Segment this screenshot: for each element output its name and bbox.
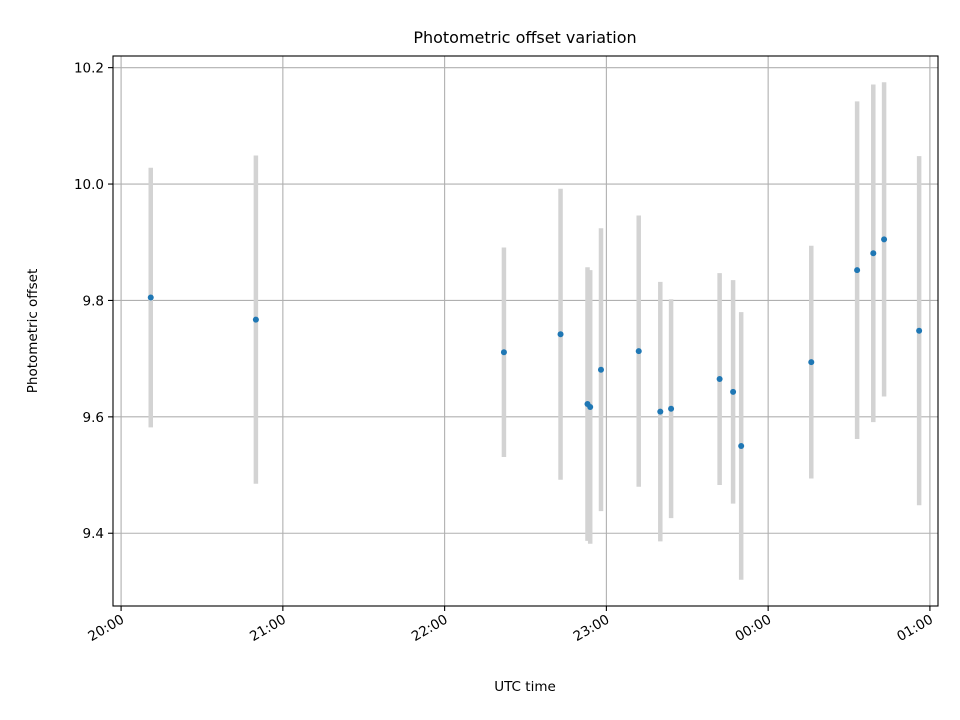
chart-title: Photometric offset variation xyxy=(413,28,636,47)
data-point xyxy=(147,294,154,301)
plot-frame xyxy=(112,55,939,607)
data-point xyxy=(657,408,664,415)
data-point xyxy=(635,348,642,355)
y-tick-label: 10.0 xyxy=(74,177,104,193)
data-point xyxy=(557,331,564,338)
y-tick-label: 10.2 xyxy=(74,61,104,77)
data-point xyxy=(597,366,604,373)
data-point xyxy=(730,388,737,395)
data-point xyxy=(881,236,888,243)
data-points xyxy=(147,236,923,449)
y-tick-label: 9.8 xyxy=(83,293,104,309)
data-point xyxy=(252,316,259,323)
data-point xyxy=(854,267,861,274)
data-point xyxy=(500,349,507,356)
y-axis-label: Photometric offset xyxy=(25,269,41,393)
data-point xyxy=(870,250,877,257)
data-point xyxy=(808,359,815,366)
y-tick-label: 9.6 xyxy=(83,410,104,426)
data-point xyxy=(738,442,745,449)
data-point xyxy=(668,405,675,412)
data-point xyxy=(916,327,923,334)
x-axis-label: UTC time xyxy=(494,679,556,695)
data-point xyxy=(716,376,723,383)
data-point xyxy=(587,403,594,410)
y-tick-label: 9.4 xyxy=(83,526,104,542)
grid xyxy=(113,56,938,606)
